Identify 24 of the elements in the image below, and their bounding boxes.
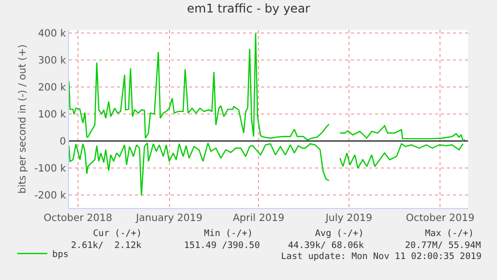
x-tick-label: October 2019 [406,213,475,224]
x-tick-label: January 2019 [134,213,203,224]
x-tick-label: July 2019 [324,213,372,224]
text: 20.77M/ 55.94M [405,241,482,251]
y-tick-label: 400 k [38,28,66,40]
y-tick-label: 100 k [38,110,66,121]
text: Min (-/+) [204,229,253,239]
x-tick-label: October 2018 [44,213,112,224]
y-tick-label: 300 k [38,56,66,67]
y-tick-label: -200 k [34,190,66,202]
text: Avg (-/+) [315,229,364,239]
text: Last update: Mon Nov 11 02:00:35 2019 [281,252,482,262]
x-tick-label: April 2019 [232,213,284,224]
legend-label: bps [52,250,69,260]
text: Max (-/+) [425,229,474,239]
y-axis-title: bits per second in (-) / out (+) [17,44,28,194]
chart-title: em1 traffic - by year [187,2,310,16]
text: 44.39k/ 68.06k [288,241,364,251]
text: 151.49 /390.50 [184,241,260,251]
y-tick-label: 200 k [38,82,66,94]
text: 2.61k/ 2.12k [71,241,142,251]
y-tick-label: -100 k [34,164,66,175]
text: Cur (-/+) [93,229,142,239]
y-tick-label: 0 [60,136,66,148]
